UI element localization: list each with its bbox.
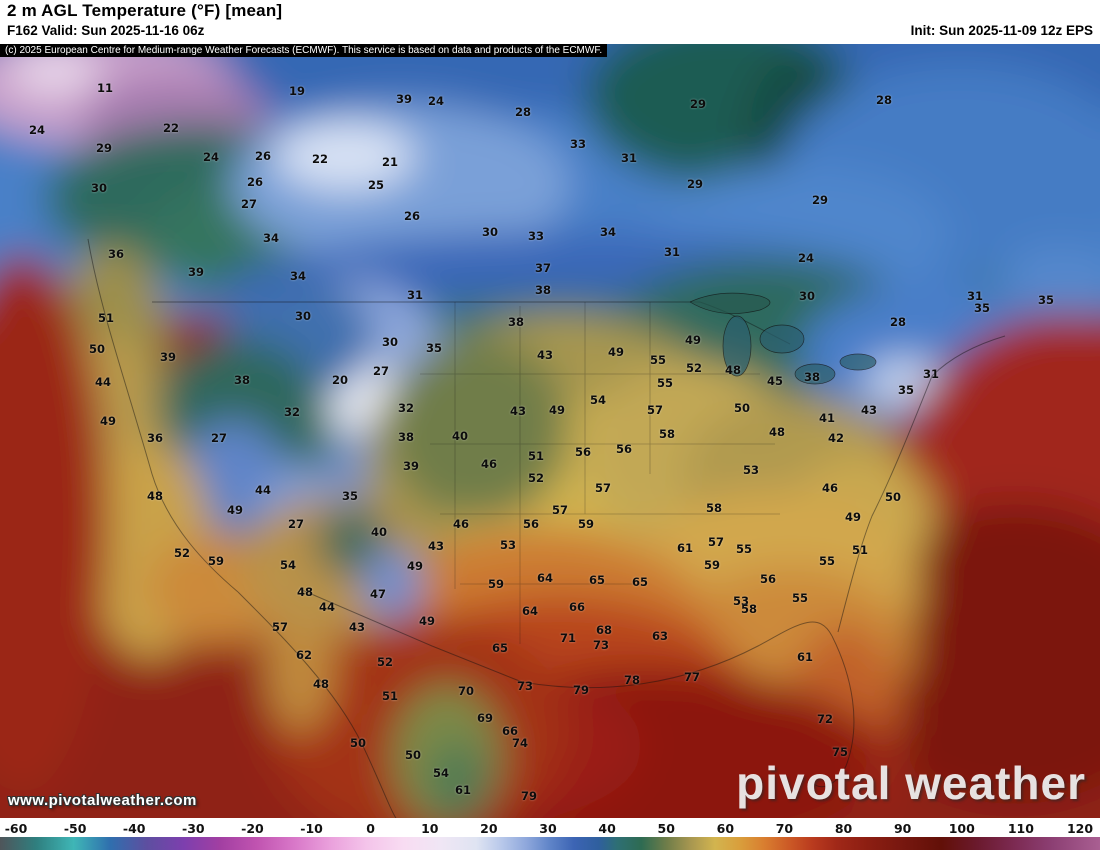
pivotal-weather-logo: pivotal weather: [736, 757, 1086, 809]
header: 2 m AGL Temperature (°F) [mean] F162 Val…: [0, 0, 1100, 44]
colorbar-tick: -30: [182, 821, 205, 836]
colorbar-tick: 90: [893, 821, 912, 836]
colorbar-tick: 80: [834, 821, 853, 836]
colorbar-tick: 0: [366, 821, 376, 836]
colorbar-tick: 20: [480, 821, 498, 836]
temperature-field-canvas: [0, 44, 1100, 818]
colorbar-tick: 60: [716, 821, 735, 836]
colorbar-tick: 110: [1007, 821, 1034, 836]
temperature-map: (c) 2025 European Centre for Medium-rang…: [0, 44, 1100, 818]
colorbar-tick: 40: [598, 821, 616, 836]
colorbar-tick: -10: [300, 821, 323, 836]
copyright-banner: (c) 2025 European Centre for Medium-rang…: [0, 44, 608, 57]
great-lakes: [689, 292, 877, 385]
colorbar-gradient: [0, 837, 1100, 850]
coastline-borders: [87, 238, 1006, 818]
state-borders: [420, 302, 780, 644]
colorbar-tick: 100: [948, 821, 975, 836]
init-time-label: Init: Sun 2025-11-09 12z EPS: [910, 23, 1093, 38]
valid-time-label: F162 Valid: Sun 2025-11-16 06z: [7, 23, 205, 38]
temperature-colorbar: -60 -50 -40 -30 -20 -10 0 10 20 30 40 50 60 70 80 90 100…: [0, 818, 1100, 850]
colorbar-tick: 70: [775, 821, 794, 836]
colorbar-tick: 50: [657, 821, 675, 836]
colorbar-tick: -20: [241, 821, 264, 836]
colorbar-tick: -60: [4, 821, 28, 836]
colorbar-tick: 10: [421, 821, 439, 836]
temperature-shading: [0, 44, 1100, 818]
colorbar-tick: -50: [63, 821, 87, 836]
forecast-time-row: F162 Valid: Sun 2025-11-16 06z Init: Sun…: [7, 23, 1093, 38]
colorbar-ticks: -60 -50 -40 -30 -20 -10 0 10 20 30 40 50 60 70 80 90 100…: [5, 821, 1093, 836]
colorbar-tick: 120: [1066, 821, 1094, 836]
page-title: 2 m AGL Temperature (°F) [mean]: [7, 1, 283, 20]
site-url-watermark: www.pivotalweather.com: [8, 792, 197, 809]
colorbar-tick: 30: [539, 821, 557, 836]
colorbar-tick: -40: [122, 821, 146, 836]
